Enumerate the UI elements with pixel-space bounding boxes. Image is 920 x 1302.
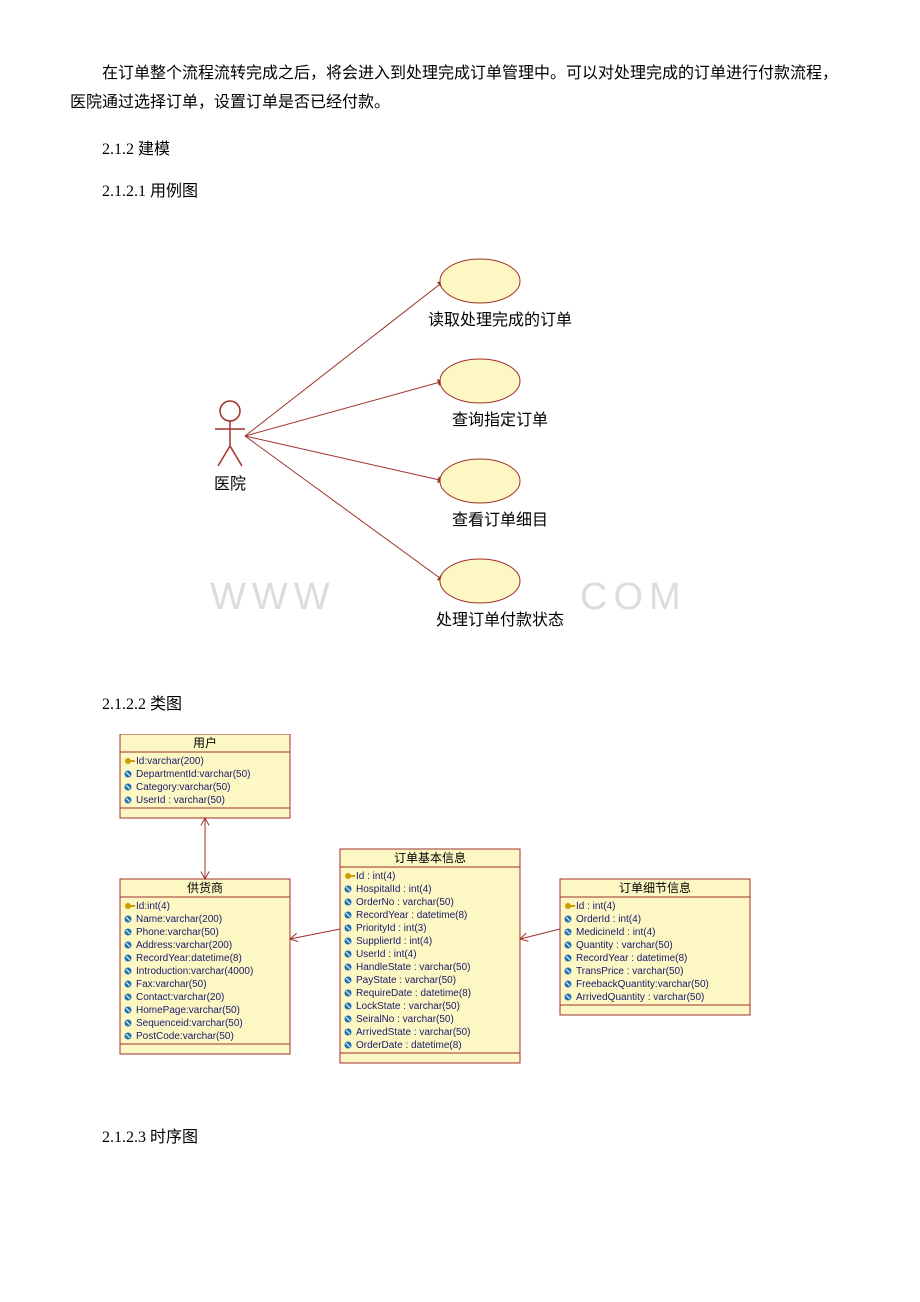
assoc-order-supplier (290, 929, 340, 939)
class-diagram: 用户 Id:varchar(200) DepartmentId:varchar(50… (70, 734, 850, 1084)
class-attr: FreebackQuantity:varchar(50) (576, 979, 709, 990)
class-attr: PostCode:varchar(50) (136, 1031, 234, 1042)
class-attr: Contact:varchar(20) (136, 992, 224, 1003)
class-attr: Sequenceid:varchar(50) (136, 1018, 243, 1029)
class-attr: OrderId : int(4) (576, 914, 641, 925)
class-attr: DepartmentId:varchar(50) (136, 769, 251, 780)
class-attr: Phone:varchar(50) (136, 927, 219, 938)
class-attr: Id:varchar(200) (136, 756, 204, 767)
class-attr: ArrivedState : varchar(50) (356, 1027, 471, 1038)
class-attr: HospitalId : int(4) (356, 884, 432, 895)
class-attr: OrderDate : datetime(8) (356, 1040, 462, 1051)
class-attr: ArrivedQuantity : varchar(50) (576, 992, 704, 1003)
usecase-ellipse (440, 459, 520, 503)
usecase-ellipse (440, 259, 520, 303)
class-attr: Address:varchar(200) (136, 940, 232, 951)
class-attr: SupplierId : int(4) (356, 936, 432, 947)
class-attr: Introduction:varchar(4000) (136, 966, 253, 977)
class-attr: Id : int(4) (576, 901, 615, 912)
heading-2123: 2.1.2.3 时序图 (70, 1124, 850, 1153)
class-attr: Id:int(4) (136, 901, 170, 912)
heading-212: 2.1.2 建模 (70, 136, 850, 165)
class-attr: Category:varchar(50) (136, 782, 230, 793)
class-attr: Name:varchar(200) (136, 914, 222, 925)
class-title: 用户 (193, 735, 217, 750)
usecase-ellipse (440, 359, 520, 403)
class-attr: OrderNo : varchar(50) (356, 897, 454, 908)
class-attr: RecordYear : datetime(8) (356, 910, 467, 921)
class-title: 供货商 (187, 880, 223, 895)
usecase-connector (245, 381, 444, 436)
class-attr: PayState : varchar(50) (356, 975, 456, 986)
usecase-diagram: 医院读取处理完成的订单查询指定订单查看订单细目处理订单付款状态 WWW COM (70, 221, 850, 651)
usecase-connector (245, 281, 444, 436)
class-attr: Id : int(4) (356, 871, 395, 882)
class-attr: HomePage:varchar(50) (136, 1005, 240, 1016)
actor-label: 医院 (214, 475, 246, 493)
class-attr: LockState : varchar(50) (356, 1001, 460, 1012)
heading-2121: 2.1.2.1 用例图 (70, 178, 850, 207)
class-title: 订单基本信息 (394, 850, 466, 865)
class-attr: Fax:varchar(50) (136, 979, 207, 990)
usecase-label: 查询指定订单 (452, 411, 548, 429)
heading-2122: 2.1.2.2 类图 (70, 691, 850, 720)
class-attr: MedicineId : int(4) (576, 927, 655, 938)
intro-paragraph: 在订单整个流程流转完成之后，将会进入到处理完成订单管理中。可以对处理完成的订单进… (70, 60, 850, 118)
class-attr: PriorityId : int(3) (356, 923, 427, 934)
class-attr: SeiralNo : varchar(50) (356, 1014, 454, 1025)
usecase-ellipse (440, 559, 520, 603)
class-attr: UserId : varchar(50) (136, 795, 225, 806)
usecase-label: 处理订单付款状态 (436, 611, 564, 629)
class-attr: RecordYear : datetime(8) (576, 953, 687, 964)
usecase-label: 查看订单细目 (452, 511, 548, 529)
assoc-detail-order (520, 929, 560, 939)
class-title: 订单细节信息 (619, 880, 691, 895)
class-attr: Quantity : varchar(50) (576, 940, 673, 951)
class-attr: RequireDate : datetime(8) (356, 988, 471, 999)
usecase-connector (245, 436, 444, 581)
class-attr: TransPrice : varchar(50) (576, 966, 683, 977)
class-attr: HandleState : varchar(50) (356, 962, 471, 973)
class-attr: RecordYear:datetime(8) (136, 953, 242, 964)
actor-head (220, 401, 240, 421)
usecase-label: 读取处理完成的订单 (428, 311, 572, 329)
class-attr: UserId : int(4) (356, 949, 417, 960)
usecase-connector (245, 436, 444, 481)
